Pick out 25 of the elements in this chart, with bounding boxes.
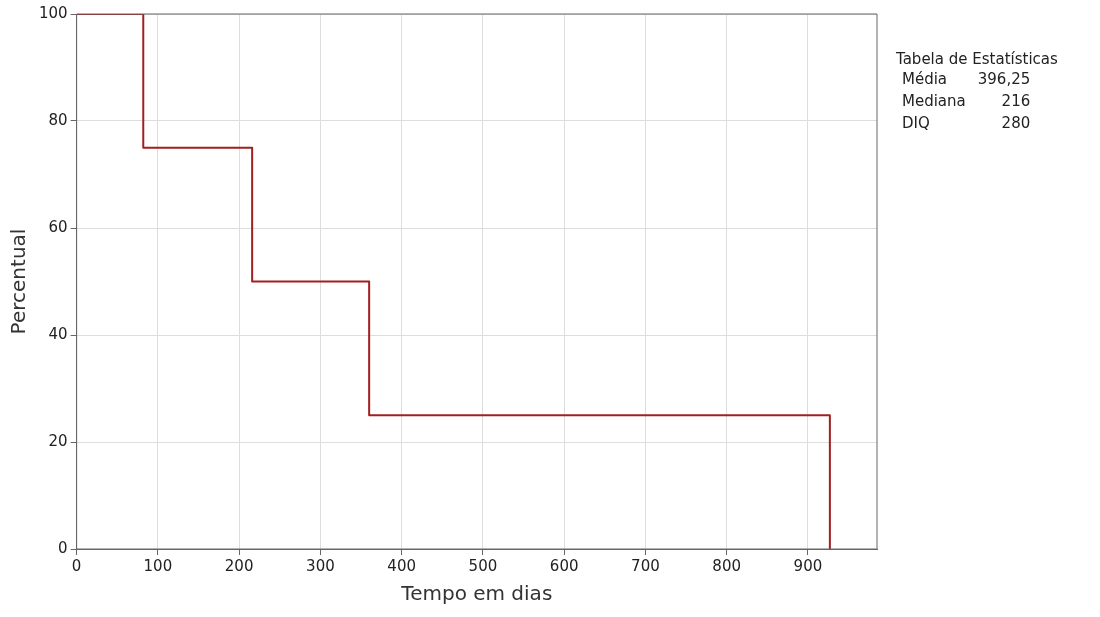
x-tick-label: 800 <box>712 556 741 575</box>
y-axis-title: Percentual <box>6 228 31 335</box>
x-tick-label: 400 <box>387 556 416 575</box>
text: 280 <box>1000 113 1032 134</box>
text: 216 <box>1000 91 1032 112</box>
y-tick-label: 0 <box>58 538 68 557</box>
text: Tabela de Estatísticas <box>896 50 1058 68</box>
x-tick-label: 300 <box>306 556 335 575</box>
text: 396,25 <box>976 69 1032 90</box>
y-tick-label: 60 <box>48 217 68 236</box>
x-tick-label: 0 <box>71 556 82 575</box>
y-tick-label: 20 <box>48 431 68 450</box>
text: DIQ <box>901 113 931 134</box>
x-axis-title: Tempo em dias <box>400 581 553 606</box>
x-tick-label: 700 <box>631 556 660 575</box>
text: Média <box>901 69 949 90</box>
x-tick-label: 600 <box>549 556 579 575</box>
x-tick-label: 500 <box>468 556 498 575</box>
x-tick-label: 100 <box>143 556 173 575</box>
x-tick-label: 200 <box>224 556 254 575</box>
x-tick-label: 900 <box>793 556 823 575</box>
text: Mediana <box>901 91 967 112</box>
y-tick-label: 100 <box>38 3 68 22</box>
y-tick-label: 80 <box>48 110 68 129</box>
y-tick-label: 40 <box>48 324 68 343</box>
